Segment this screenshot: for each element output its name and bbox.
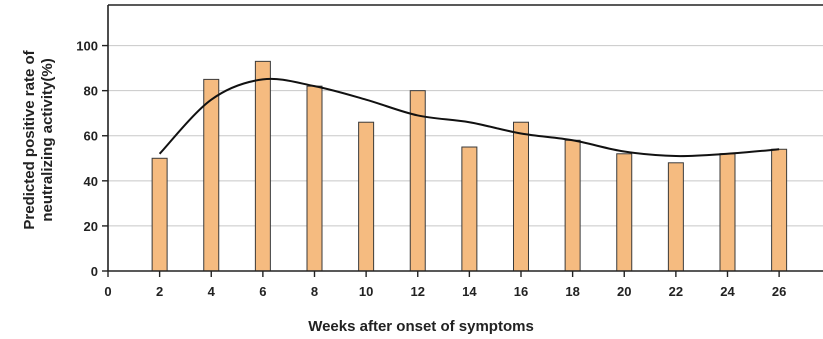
bar-week-26 bbox=[771, 148, 788, 272]
bar-week-2 bbox=[151, 157, 168, 272]
y-tick-label-20: 20 bbox=[84, 219, 98, 234]
x-tick-label-2: 2 bbox=[156, 284, 163, 299]
y-tick-label-80: 80 bbox=[84, 84, 98, 99]
bar-week-24 bbox=[719, 153, 736, 272]
y-tick-label-60: 60 bbox=[84, 129, 98, 144]
y-axis-label-line-1: Predicted positive rate of bbox=[21, 49, 38, 229]
bar-week-10 bbox=[358, 121, 375, 272]
y-tick-label-40: 40 bbox=[84, 174, 98, 189]
x-tick-label-24: 24 bbox=[720, 284, 735, 299]
y-tick-label-0: 0 bbox=[91, 264, 98, 279]
axes bbox=[102, 4, 823, 277]
bar-week-8 bbox=[306, 85, 323, 272]
x-tick-label-10: 10 bbox=[359, 284, 373, 299]
y-tick-label-100: 100 bbox=[76, 39, 98, 54]
x-tick-label-22: 22 bbox=[669, 284, 683, 299]
y-axis-label-line-2: neutralizing activity(%) bbox=[39, 58, 56, 221]
bar-week-4 bbox=[203, 78, 220, 272]
bars bbox=[151, 60, 788, 272]
x-tick-label-12: 12 bbox=[411, 284, 425, 299]
x-tick-label-16: 16 bbox=[514, 284, 528, 299]
x-tick-label-14: 14 bbox=[462, 284, 477, 299]
bar-week-22 bbox=[667, 162, 684, 272]
bar-week-20 bbox=[616, 153, 633, 272]
bar-week-12 bbox=[409, 90, 426, 272]
x-tick-label-4: 4 bbox=[208, 284, 216, 299]
x-tick-label-18: 18 bbox=[565, 284, 579, 299]
bar-week-18 bbox=[564, 139, 581, 272]
x-tick-label-6: 6 bbox=[259, 284, 266, 299]
bar-week-6 bbox=[254, 60, 271, 272]
bar-week-14 bbox=[461, 146, 478, 272]
x-tick-label-8: 8 bbox=[311, 284, 318, 299]
y-tick-labels: 0 20 40 60 80 100 bbox=[76, 39, 98, 279]
x-tick-label-0: 0 bbox=[104, 284, 111, 299]
x-tick-labels: 0 2 4 6 8 10 12 14 16 18 20 22 24 26 bbox=[104, 284, 786, 299]
x-tick-label-26: 26 bbox=[772, 284, 786, 299]
trend-line bbox=[158, 77, 780, 158]
x-tick-label-20: 20 bbox=[617, 284, 631, 299]
bar-week-16 bbox=[512, 121, 529, 272]
x-axis-label: Weeks after onset of symptoms bbox=[308, 318, 534, 335]
